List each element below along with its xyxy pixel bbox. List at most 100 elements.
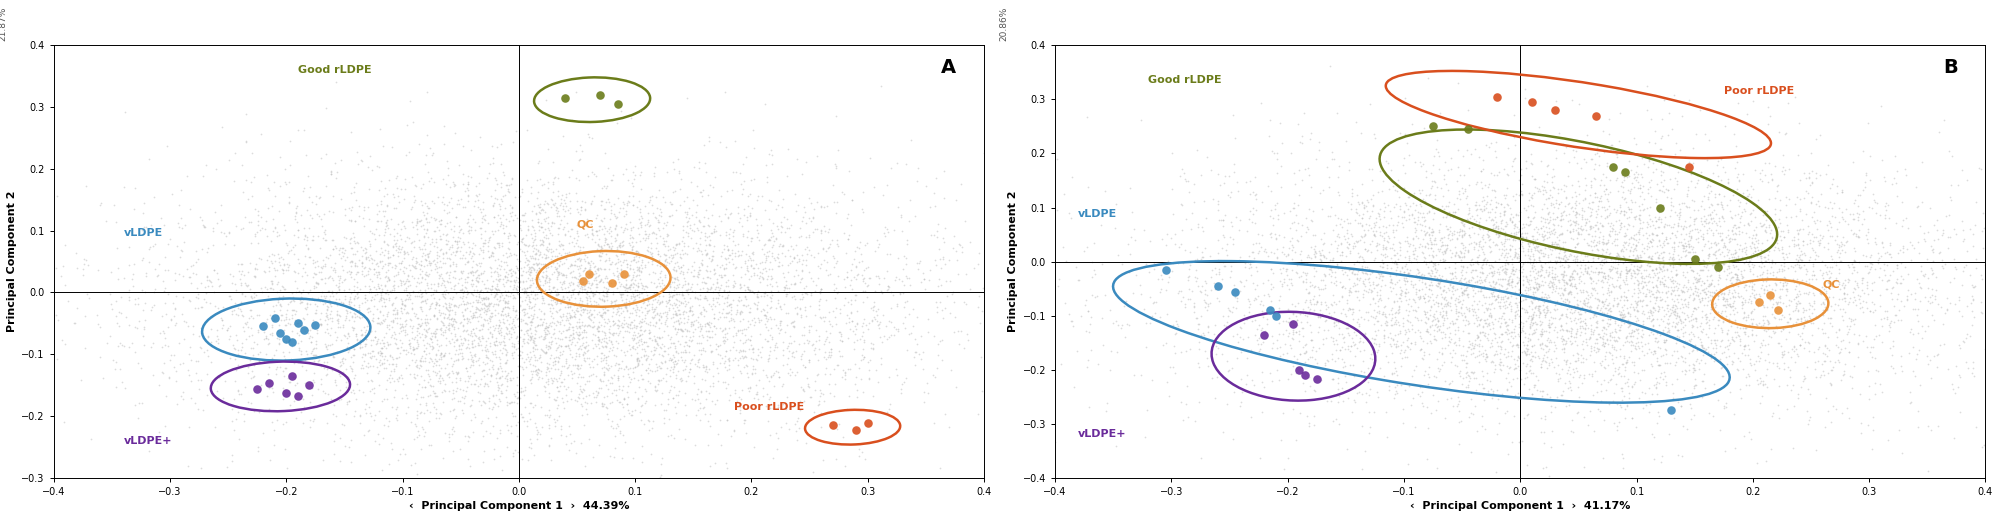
Point <box>1638 347 1670 355</box>
Point <box>458 250 490 258</box>
Point <box>630 397 662 405</box>
Point <box>234 324 266 332</box>
Point <box>438 181 470 190</box>
Point <box>830 371 862 379</box>
Point <box>1582 233 1614 241</box>
Point <box>406 314 438 323</box>
Point <box>482 211 514 219</box>
Point <box>608 226 640 235</box>
Point <box>1658 254 1690 263</box>
Point <box>1620 251 1652 260</box>
Point <box>1338 328 1370 336</box>
Point <box>850 321 882 329</box>
Point <box>1558 255 1590 263</box>
Point <box>1458 266 1490 274</box>
Point <box>618 363 650 371</box>
Point <box>1712 264 1744 272</box>
Point <box>522 188 554 196</box>
Point <box>450 387 482 395</box>
Point <box>1268 278 1300 286</box>
Point <box>640 344 672 352</box>
Point <box>864 318 896 326</box>
Point <box>1598 263 1630 271</box>
Point <box>736 261 768 269</box>
Point <box>1536 240 1568 248</box>
Point <box>1608 306 1640 314</box>
Point <box>1538 340 1570 349</box>
Point <box>1594 332 1626 340</box>
Point <box>1294 278 1326 286</box>
Point <box>650 232 682 240</box>
Point <box>724 280 756 288</box>
Point <box>1492 386 1524 394</box>
Point <box>1814 381 1846 390</box>
Point <box>1484 343 1516 352</box>
Point <box>606 107 638 115</box>
Point <box>648 240 680 248</box>
Point <box>430 249 462 257</box>
Point <box>390 295 422 303</box>
Point <box>766 223 798 231</box>
Point <box>1966 226 1998 235</box>
Point <box>1408 197 1440 206</box>
Point <box>494 266 526 275</box>
Point <box>1534 323 1566 331</box>
Point <box>192 332 224 340</box>
Point <box>636 249 668 257</box>
Point <box>1500 282 1532 290</box>
Point <box>1696 305 1728 313</box>
Point <box>1472 227 1504 236</box>
Point <box>1440 194 1472 202</box>
Point <box>526 492 558 500</box>
Point <box>512 261 544 269</box>
Point <box>582 336 614 344</box>
Point <box>1656 308 1688 316</box>
Point <box>746 269 778 277</box>
Point <box>242 254 274 262</box>
Point <box>922 351 954 359</box>
Point <box>1510 308 1542 316</box>
Point <box>714 316 746 324</box>
Point <box>852 282 884 291</box>
Point <box>1024 287 1056 295</box>
Point <box>1414 275 1446 283</box>
Point <box>1378 226 1410 235</box>
Point <box>1408 160 1440 168</box>
Point <box>524 226 556 234</box>
Point <box>1392 327 1424 335</box>
Point <box>790 233 822 241</box>
Point <box>1642 273 1674 281</box>
Point <box>1640 347 1672 355</box>
Point <box>270 285 302 293</box>
Point <box>384 248 416 256</box>
Point <box>1676 296 1708 304</box>
Point <box>1480 218 1512 226</box>
Point <box>1506 247 1538 255</box>
Point <box>494 292 526 300</box>
Point <box>542 262 574 270</box>
Point <box>1802 215 1834 224</box>
Point <box>1550 257 1582 266</box>
Point <box>968 235 1000 243</box>
Point <box>366 349 398 357</box>
Point <box>276 306 308 314</box>
Point <box>1958 282 1990 291</box>
Point <box>1606 321 1638 329</box>
Point <box>808 221 840 229</box>
Point <box>736 355 768 364</box>
Point <box>770 281 802 290</box>
Point <box>1490 218 1522 226</box>
Point <box>698 265 730 274</box>
Point <box>638 342 670 351</box>
Point <box>1692 342 1724 351</box>
Point <box>1744 292 1776 300</box>
Point <box>1508 223 1540 232</box>
Point <box>1408 227 1440 236</box>
Point <box>636 200 668 209</box>
Point <box>334 458 366 467</box>
Point <box>40 311 72 320</box>
Point <box>1416 214 1448 223</box>
Point <box>738 256 770 264</box>
Point <box>522 265 554 274</box>
Point <box>1198 285 1230 293</box>
